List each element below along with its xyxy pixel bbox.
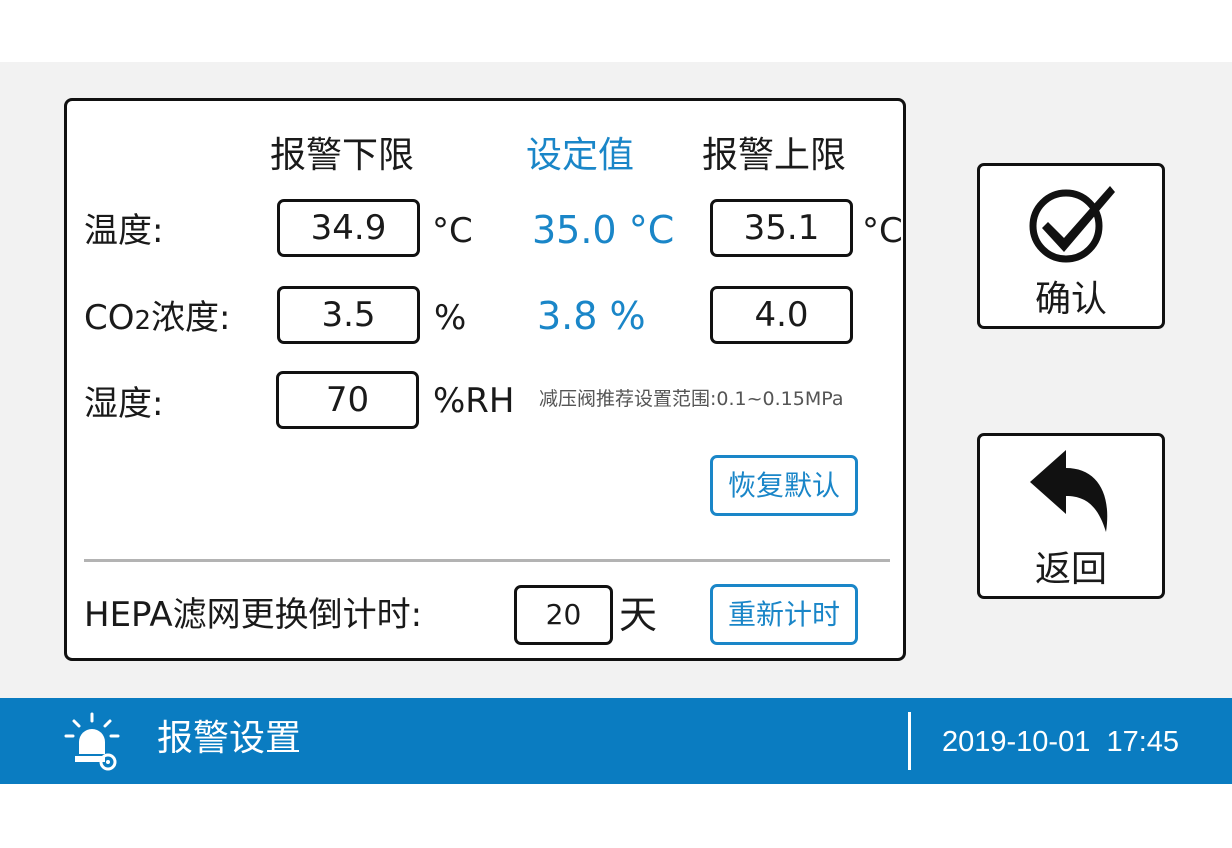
co2-high-input[interactable]: 4.0: [710, 286, 853, 344]
temperature-low-unit: °C: [432, 211, 473, 251]
header-alarm-low: 报警下限: [270, 135, 415, 176]
status-bar-separator: [908, 712, 911, 770]
alarm-gear-icon: [64, 712, 120, 771]
hepa-countdown-label: HEPA滤网更换倒计时:: [84, 595, 423, 635]
settings-panel: [64, 98, 906, 661]
temperature-set-value: 35.0 °C: [532, 208, 675, 252]
status-bar: 报警设置 2019-10-01 17:45: [0, 698, 1232, 784]
header-alarm-high: 报警上限: [702, 135, 847, 176]
back-button[interactable]: 返回: [977, 433, 1165, 599]
co2-set-value: 3.8 %: [537, 294, 646, 338]
hepa-days-input[interactable]: 20: [514, 585, 613, 645]
status-bar-datetime: 2019-10-01 17:45: [942, 726, 1180, 758]
pressure-valve-note: 减压阀推荐设置范围:0.1~0.15MPa: [539, 388, 844, 410]
co2-label: CO2浓度:: [84, 301, 231, 335]
co2-low-input[interactable]: 3.5: [277, 286, 420, 344]
temperature-label: 温度:: [84, 211, 164, 251]
confirm-button[interactable]: 确认: [977, 163, 1165, 329]
co2-label-prefix: CO: [84, 298, 135, 338]
status-bar-title: 报警设置: [157, 718, 302, 759]
temperature-high-unit: °C: [862, 211, 903, 251]
reset-timer-button[interactable]: 重新计时: [710, 584, 858, 645]
header-set-value: 设定值: [526, 135, 635, 176]
divider: [84, 559, 890, 562]
temperature-high-input[interactable]: 35.1: [710, 199, 853, 257]
back-arrow-icon: [1030, 450, 1108, 532]
humidity-low-unit: %RH: [433, 381, 515, 421]
confirm-label: 确认: [1034, 279, 1107, 320]
checkmark-circle-icon: [1029, 186, 1115, 263]
hepa-days-unit: 天: [619, 593, 658, 637]
co2-low-unit: %: [434, 298, 467, 338]
humidity-low-input[interactable]: 70: [276, 371, 419, 429]
humidity-label: 湿度:: [84, 384, 164, 424]
co2-label-suffix: 浓度:: [151, 298, 231, 338]
co2-label-subscript: 2: [134, 306, 152, 336]
back-label: 返回: [1034, 549, 1107, 590]
restore-default-button[interactable]: 恢复默认: [710, 455, 858, 516]
temperature-low-input[interactable]: 34.9: [277, 199, 420, 257]
